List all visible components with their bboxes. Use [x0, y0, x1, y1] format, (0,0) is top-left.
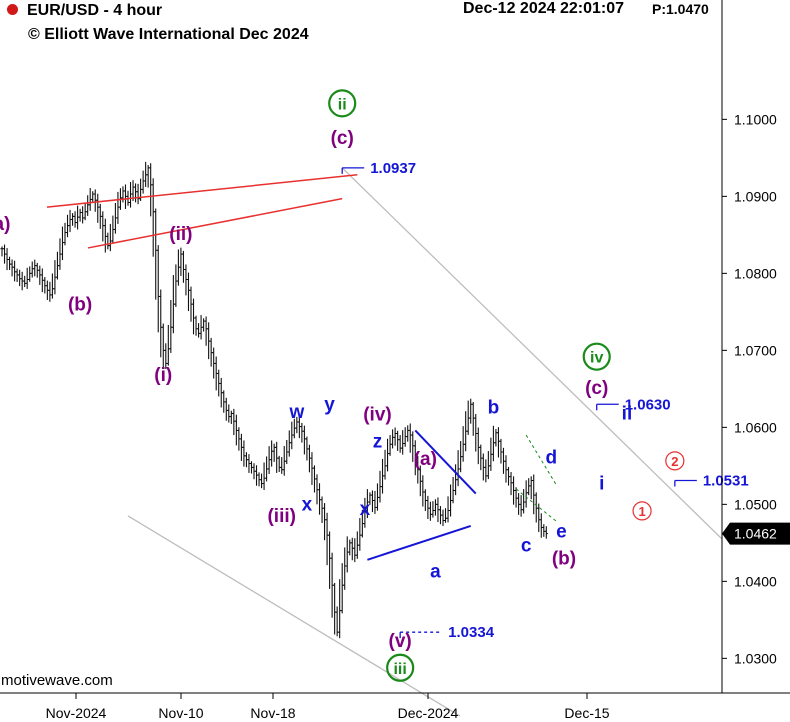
- last-price-tag: [722, 522, 790, 545]
- live-indicator-dot: [7, 4, 18, 15]
- wave-label: 2: [671, 454, 678, 469]
- y-tick-label: 1.0800: [734, 265, 777, 281]
- trend-lines: [46, 174, 557, 561]
- wave-label: ii: [622, 404, 633, 425]
- price-level-label: 1.0531: [703, 472, 749, 489]
- blue-triangle-lower: [367, 524, 472, 561]
- wave-label: (iii): [267, 506, 296, 527]
- wave-labels: ii (c) a) (b) (ii) (i) wy (iv) z (iii) x x (a) b d a c e (…: [0, 89, 685, 682]
- wave-circle: [665, 451, 685, 471]
- wave-circle: [328, 89, 357, 118]
- blue-triangle-upper: [414, 429, 477, 495]
- channel-upper-line: [341, 167, 723, 540]
- y-tick-label: 1.1000: [734, 111, 777, 127]
- watermark: motivewave.com: [1, 672, 113, 689]
- x-tick-label: Dec-15: [564, 705, 609, 721]
- wave-label: (iv): [363, 404, 392, 425]
- price-level-label: 1.0937: [370, 160, 416, 177]
- chart-symbol-title: EUR/USD - 4 hour: [27, 2, 163, 19]
- green-dashed-lower: [515, 488, 557, 522]
- wave-label: w: [288, 402, 304, 423]
- x-tick-label: Nov-18: [250, 705, 295, 721]
- timestamp: Dec-12 2024 22:01:07: [463, 0, 625, 17]
- wave-label: (c): [585, 378, 608, 399]
- wave-label: b: [488, 397, 500, 418]
- y-tick-label: 1.0300: [734, 650, 777, 666]
- x-tick-label: Nov-2024: [46, 705, 107, 721]
- price-level-markers: 1.0937 1.0630 1.0531 1.0334: [341, 160, 749, 641]
- wave-label: iv: [590, 350, 603, 367]
- wave-label: a): [0, 214, 10, 235]
- red-wedge-upper: [46, 174, 358, 208]
- y-tick-label: 1.0400: [734, 573, 777, 589]
- wave-label: (b): [552, 548, 576, 569]
- wave-label: (v): [389, 631, 412, 652]
- price-level-label: 1.0334: [448, 624, 495, 641]
- last-price-label: 1.0462: [734, 526, 777, 542]
- y-tick-label: 1.0900: [734, 188, 777, 204]
- x-tick-label: Dec-2024: [398, 705, 459, 721]
- wave-label: (c): [331, 128, 354, 149]
- channel-lines: [127, 167, 723, 717]
- wave-label: (b): [68, 294, 92, 315]
- wave-label: 1: [638, 504, 645, 519]
- wave-label: x: [302, 495, 313, 516]
- copyright-notice: © Elliott Wave International Dec 2024: [28, 26, 309, 43]
- red-wedge-lower: [87, 197, 343, 249]
- wave-label: c: [521, 535, 532, 556]
- wave-label: z: [373, 431, 383, 452]
- wave-label: i: [599, 474, 604, 495]
- y-tick-label: 1.0500: [734, 496, 777, 512]
- wave-circle: [632, 501, 652, 521]
- green-dashed-upper: [525, 434, 557, 486]
- wave-circle: [582, 342, 611, 371]
- wave-label: e: [556, 521, 567, 542]
- channel-lower-line: [127, 515, 461, 717]
- wave-label: (ii): [169, 224, 192, 245]
- wave-label: (a): [414, 449, 437, 470]
- wave-circle: [386, 653, 415, 682]
- price-bars: [0, 161, 548, 639]
- wave-label: y: [324, 394, 335, 415]
- price-tag: P:1.0470: [652, 1, 709, 17]
- wave-label: a: [430, 562, 441, 583]
- wave-label: x: [360, 499, 371, 520]
- y-tick-label: 1.0700: [734, 342, 777, 358]
- wave-label: d: [546, 448, 558, 469]
- y-tick-label: 1.0600: [734, 419, 777, 435]
- wave-label: iii: [393, 661, 406, 678]
- price-level-label: 1.0630: [625, 396, 671, 413]
- x-tick-label: Nov-10: [158, 705, 203, 721]
- wave-label: ii: [338, 96, 347, 113]
- wave-label: (i): [154, 365, 172, 386]
